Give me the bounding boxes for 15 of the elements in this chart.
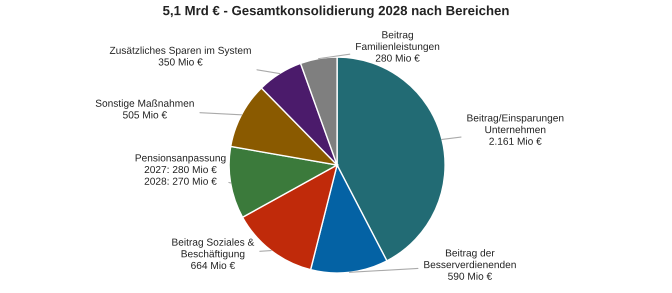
slice-label: Beitrag Familienleistungen bbox=[356, 30, 440, 52]
slice-label: Zusätzliches Sparen im System bbox=[110, 46, 251, 56]
data-label: 2027: 280 Mio € 2028: 270 Mio € bbox=[144, 166, 217, 185]
data-label: 2.161 Mio € bbox=[489, 137, 542, 145]
slice-label: Pensionsanpassung bbox=[136, 154, 226, 164]
slice-label: Beitrag der Besserverdienenden bbox=[424, 249, 516, 268]
slice-label: Beitrag Soziales & Beschäftigung bbox=[172, 238, 254, 260]
data-label: 664 Mio € bbox=[191, 262, 236, 270]
data-label: 280 Mio € bbox=[376, 54, 420, 62]
data-label: 590 Mio € bbox=[448, 272, 492, 280]
chart-title: 5,1 Mrd € - Gesamtkonsolidierung 2028 nach Bereichen bbox=[163, 6, 509, 18]
slice-label: Beitrag/Einsparungen Unternehmen bbox=[467, 114, 564, 134]
data-label: 505 Mio € bbox=[122, 111, 167, 118]
data-label: 350 Mio € bbox=[158, 58, 203, 66]
slice-label: Sonstige Maßnahmen bbox=[96, 99, 194, 109]
